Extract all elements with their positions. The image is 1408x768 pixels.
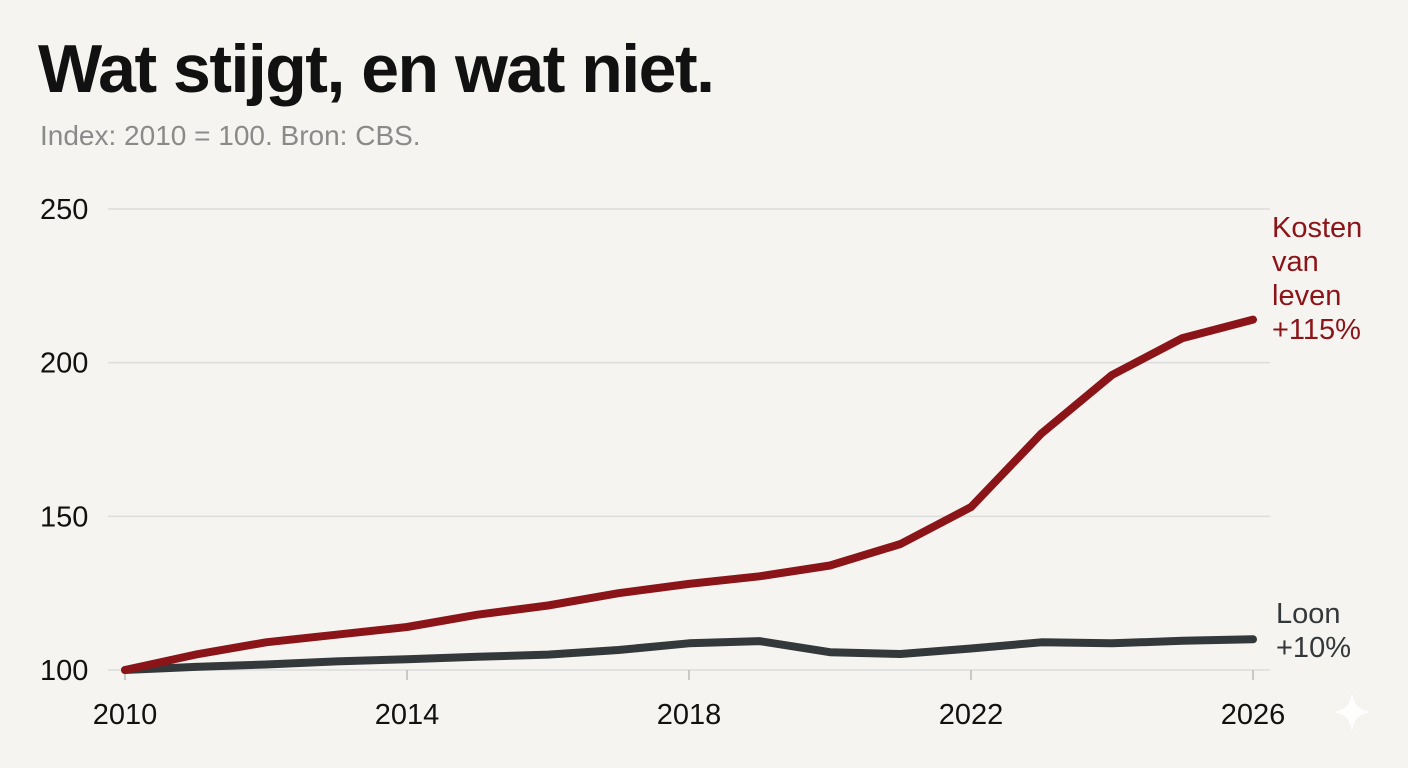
series-label-line: +115% [1272, 314, 1361, 346]
y-axis-tick-labels: 100 150 200 250 [40, 194, 88, 687]
gridlines [108, 208, 1270, 671]
wage-label: Loon +10% [1276, 598, 1351, 664]
series-label-line: Kosten [1272, 212, 1362, 244]
series-label-line: +10% [1276, 632, 1351, 664]
y-tick-label: 100 [40, 655, 88, 687]
series-label-line: van [1272, 246, 1319, 278]
x-tick-label: 2022 [939, 699, 1004, 731]
x-tick-label: 2010 [93, 699, 158, 731]
cost-of-living-line [121, 315, 1257, 674]
x-tick-label: 2018 [657, 699, 722, 731]
series-end-labels: Kosten van leven +115% Loon +10% [1272, 212, 1362, 664]
x-tick-label: 2026 [1221, 699, 1286, 731]
cost-of-living-label: Kosten van leven +115% [1272, 212, 1362, 346]
series-lines [121, 315, 1257, 674]
y-tick-label: 150 [40, 501, 88, 533]
chart-title: Wat stijgt, en wat niet. [38, 31, 715, 107]
y-tick-label: 250 [40, 194, 88, 226]
chart-subtitle: Index: 2010 = 100. Bron: CBS. [40, 120, 421, 151]
series-label-line: leven [1272, 280, 1341, 312]
series-label-line: Loon [1276, 598, 1341, 630]
x-axis-tick-labels: 2010 2014 2018 2022 2026 [93, 670, 1286, 731]
y-tick-label: 200 [40, 348, 88, 380]
sparkle-icon [1334, 692, 1370, 732]
x-tick-label: 2014 [375, 699, 440, 731]
wage-line [121, 635, 1257, 674]
